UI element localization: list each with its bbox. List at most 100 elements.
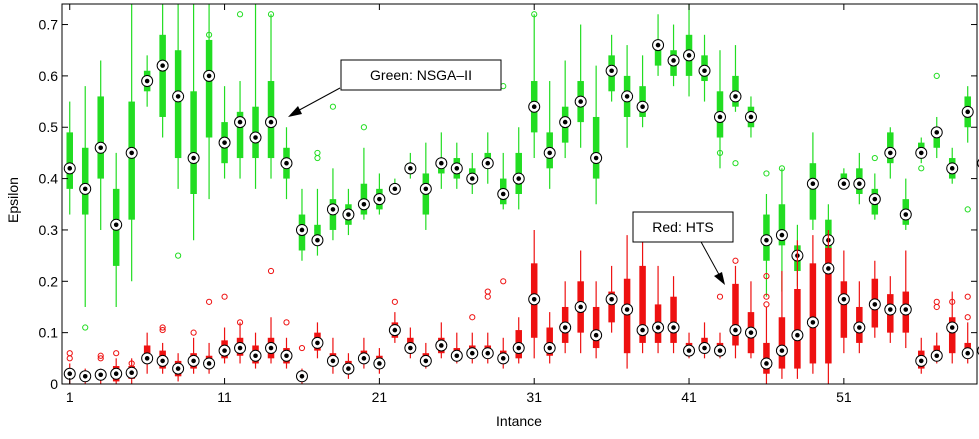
median-dot [408,166,413,171]
outlier-point [763,273,770,280]
median-dot [500,356,506,361]
outlier-point [732,160,739,167]
outlier-point [484,293,491,300]
x-tick-label: 1 [66,389,74,405]
outlier-point [933,72,940,79]
median-dot [531,104,537,110]
box [778,317,786,369]
outlier-point [314,149,321,157]
median-dot [423,358,429,364]
series-1 [63,229,979,384]
box [809,263,817,364]
median-dot [609,68,614,74]
median-dot [392,186,398,192]
median-dot [191,155,196,161]
median-dot [516,176,522,181]
median-dot [949,166,955,171]
median-dot [175,366,181,371]
outlier-point [918,165,925,172]
outlier-point [97,352,104,359]
outlier-point [484,288,491,295]
outlier-point [531,11,538,18]
median-dot [841,296,847,302]
x-axis-label: Intance [496,413,542,429]
median-dot [609,296,614,302]
y-tick-label: 0.2 [39,273,59,289]
median-dot [547,345,552,351]
median-dot [934,130,940,135]
median-dot [702,68,707,74]
annotation-box [632,211,734,243]
box [948,317,956,354]
box [205,39,213,138]
median-dot [748,330,754,335]
x-tick-label: 31 [526,389,542,405]
median-dot [408,345,413,351]
series-layer [63,4,979,384]
median-dot [485,160,491,166]
median-dot [655,325,661,330]
outlier-point [236,319,244,326]
y-tick-label: 0.3 [39,222,59,238]
median-dot [222,140,227,145]
median-dot [98,145,104,151]
box [546,327,553,356]
median-dot [764,361,769,366]
median-dot [346,366,351,371]
median-dot [67,371,73,377]
median-dot [423,186,429,192]
median-dot [191,358,196,364]
median-dot [160,358,165,364]
box [840,281,848,338]
median-dot [469,350,475,356]
annotation-arrowhead [714,272,725,285]
median-dot [253,135,258,140]
median-dot [237,345,243,351]
box [670,296,677,343]
median-dot [82,186,88,192]
median-dot [562,119,568,125]
box [159,34,166,117]
annotation-arrow-line [291,87,341,115]
outlier-point [205,298,213,305]
outlier-point [964,206,971,213]
plot-frame [61,3,978,385]
y-tick-label: 0.7 [39,17,59,33]
median-dot [810,320,816,325]
median-dot [175,94,181,99]
box [128,101,135,220]
outlier-point [128,360,135,367]
median-dot [377,196,382,202]
median-dot [810,181,816,187]
outlier-point [933,298,940,305]
median-dot [346,212,351,217]
median-dot [268,345,274,351]
median-dot [531,296,537,302]
median-dot [206,73,212,79]
median-dot [949,325,955,330]
box [794,289,801,369]
annotation-arrow-line [699,239,723,281]
median-dot [562,325,568,330]
median-dot [315,340,320,346]
outlier-point [360,124,368,131]
median-dot [547,150,552,156]
median-dot [640,327,645,333]
median-dot [160,63,165,68]
outlier-point [964,314,971,321]
outlier-point [763,293,770,300]
median-dot [392,327,398,333]
outlier-point [298,344,306,352]
box [592,116,600,179]
outlier-point [205,31,213,38]
median-dot [361,201,367,207]
outlier-point [500,278,507,285]
box [809,163,817,220]
median-dot [578,304,583,310]
median-dot [640,104,645,110]
outlier-point [391,298,398,305]
median-dot [857,181,862,187]
median-dot [469,176,475,181]
box [639,265,646,343]
outlier-point [933,303,940,311]
